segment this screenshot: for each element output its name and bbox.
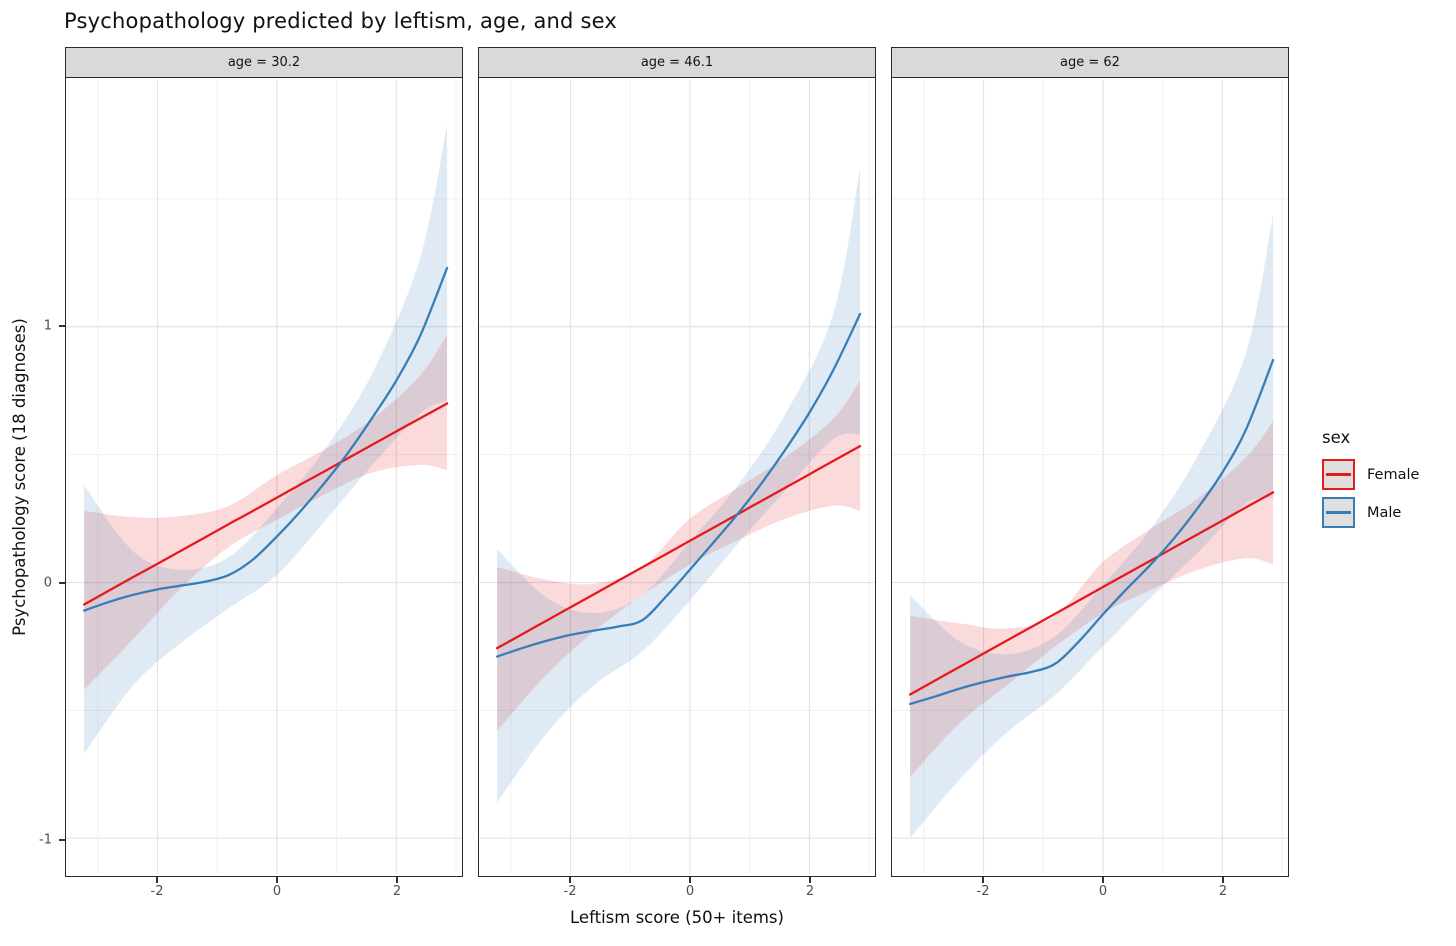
x-tick-label: -2 xyxy=(563,884,577,899)
x-tick-mark xyxy=(809,877,811,883)
legend-key-male xyxy=(1322,497,1355,528)
female-confidence-band xyxy=(910,421,1274,777)
legend-label: Male xyxy=(1367,504,1402,521)
y-tick-label: -1 xyxy=(39,832,52,848)
legend: sex Female Male xyxy=(1322,428,1419,535)
y-tick-mark xyxy=(59,839,65,841)
facet-age-30: age = 30.2 xyxy=(65,47,463,877)
male-confidence-band xyxy=(497,168,861,803)
male-confidence-band xyxy=(910,214,1274,839)
legend-entry-female: Female xyxy=(1322,459,1419,490)
y-tick-mark xyxy=(59,325,65,327)
female-line xyxy=(82,402,449,606)
x-tick-mark xyxy=(689,877,691,883)
x-tick-label: 2 xyxy=(1218,884,1228,899)
y-tick-label: 0 xyxy=(43,575,52,591)
legend-title: sex xyxy=(1322,428,1351,447)
x-tick-label: 0 xyxy=(272,884,282,899)
female-confidence-band xyxy=(497,380,861,731)
y-tick-label: 1 xyxy=(43,318,52,334)
x-tick-mark xyxy=(1102,877,1104,883)
female-confidence-band xyxy=(84,334,448,690)
x-tick-label: -2 xyxy=(976,884,990,899)
legend-label: Female xyxy=(1367,466,1420,483)
female-line xyxy=(908,491,1275,696)
x-tick-label: 2 xyxy=(392,884,402,899)
male-confidence-band xyxy=(84,124,448,754)
facet-strip: age = 62 xyxy=(891,47,1289,78)
male-line xyxy=(495,312,862,658)
facet-age-46: age = 46.1 xyxy=(478,47,876,877)
y-axis-title: Psychopathology score (18 diagnoses) xyxy=(10,318,29,636)
x-tick-mark xyxy=(276,877,278,883)
female-line xyxy=(495,445,862,650)
x-tick-mark xyxy=(982,877,984,883)
male-line xyxy=(908,358,1275,706)
y-tick-mark xyxy=(59,582,65,584)
x-tick-label: 0 xyxy=(685,884,695,899)
x-axis-title: Leftism score (50+ items) xyxy=(570,908,784,927)
x-tick-mark xyxy=(1222,877,1224,883)
facet-strip: age = 46.1 xyxy=(478,47,876,78)
chart-title: Psychopathology predicted by leftism, ag… xyxy=(64,9,617,33)
facet-age-62: age = 62 xyxy=(891,47,1289,877)
x-tick-mark xyxy=(396,877,398,883)
legend-entry-male: Male xyxy=(1322,497,1419,528)
male-line xyxy=(82,266,449,612)
facet-panel-svg xyxy=(478,78,876,877)
x-tick-label: -2 xyxy=(150,884,164,899)
legend-key-female xyxy=(1322,459,1355,490)
x-tick-label: 2 xyxy=(805,884,815,899)
facet-panel-svg xyxy=(891,78,1289,877)
x-tick-label: 0 xyxy=(1098,884,1108,899)
facet-strip: age = 30.2 xyxy=(65,47,463,78)
x-tick-mark xyxy=(569,877,571,883)
facet-panel-svg xyxy=(65,78,463,877)
x-tick-mark xyxy=(156,877,158,883)
